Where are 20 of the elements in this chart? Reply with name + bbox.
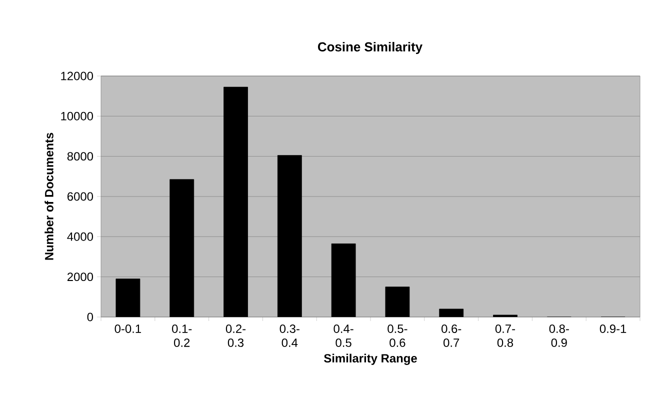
x-tick-label: 0.9-1 bbox=[600, 324, 626, 333]
x-tick-label: 0.1-0.2 bbox=[172, 324, 192, 347]
x-tick-label: 0.7-0.8 bbox=[495, 324, 516, 347]
x-tick-label: 0.4-0.5 bbox=[334, 324, 354, 347]
x-tick-label: 0.3-0.4 bbox=[280, 324, 300, 347]
y-tick-label: 2000 bbox=[67, 272, 94, 282]
x-tick-label: 0.6-0.7 bbox=[442, 324, 462, 347]
x-axis-title: Similarity Range bbox=[324, 354, 417, 365]
y-tick-label: 10000 bbox=[61, 112, 94, 120]
x-tick-label: 0.2-0.3 bbox=[226, 324, 246, 347]
x-tick-label: 0-0.1 bbox=[114, 324, 141, 333]
x-tick-label: 0.5-0.6 bbox=[388, 324, 408, 347]
y-tick-label: 6000 bbox=[67, 192, 94, 201]
y-tick-label: 12000 bbox=[61, 72, 94, 80]
y-tick-label: 0 bbox=[87, 312, 94, 322]
x-tick-label: 0.8-0.9 bbox=[549, 324, 569, 347]
y-tick-label: 4000 bbox=[67, 232, 94, 241]
y-axis-title: Number of Documents bbox=[44, 132, 54, 260]
chart-title: Cosine Similarity bbox=[318, 42, 422, 54]
y-tick-label: 8000 bbox=[67, 152, 94, 161]
